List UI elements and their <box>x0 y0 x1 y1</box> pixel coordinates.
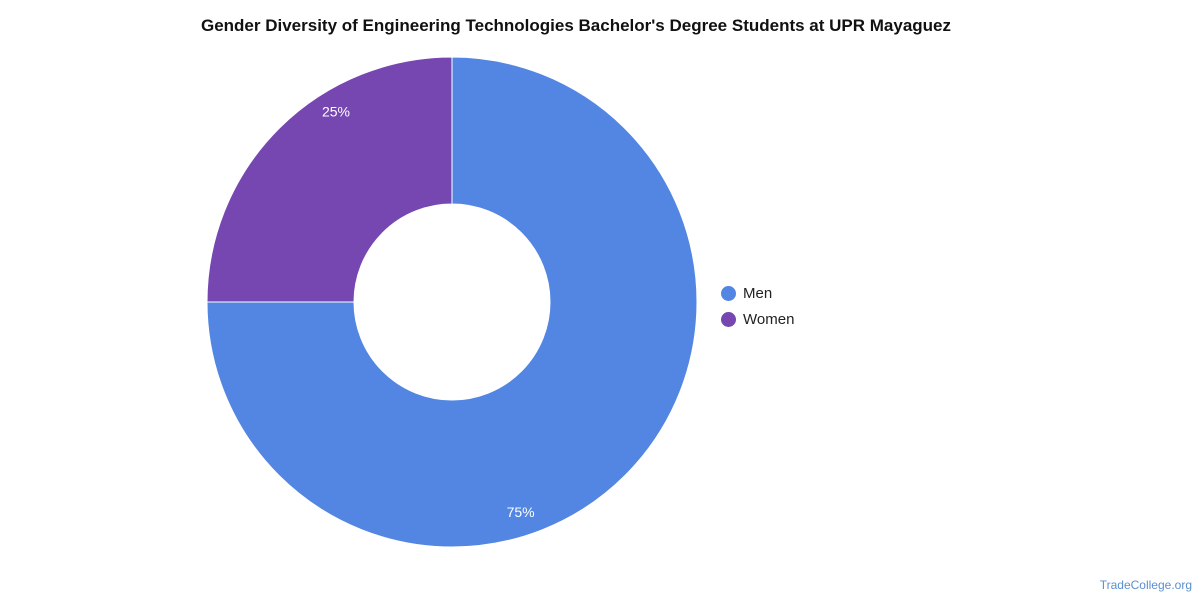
legend-item-men[interactable]: Men <box>721 280 794 306</box>
slice-men[interactable] <box>206 56 698 548</box>
slice-women[interactable] <box>206 56 453 303</box>
legend-label-women: Women <box>743 310 795 328</box>
slice-label-men: 75% <box>507 504 535 520</box>
legend-swatch-women <box>721 311 736 327</box>
chart-title: Gender Diversity of Engineering Technolo… <box>200 16 952 35</box>
chart-legend: Men Women <box>721 280 794 332</box>
slice-label-women: 25% <box>322 103 350 119</box>
watermark-link[interactable]: TradeCollege.org <box>1099 578 1192 592</box>
legend-item-women[interactable]: Women <box>721 306 794 332</box>
legend-label-men: Men <box>743 284 773 302</box>
legend-swatch-men <box>721 285 736 301</box>
